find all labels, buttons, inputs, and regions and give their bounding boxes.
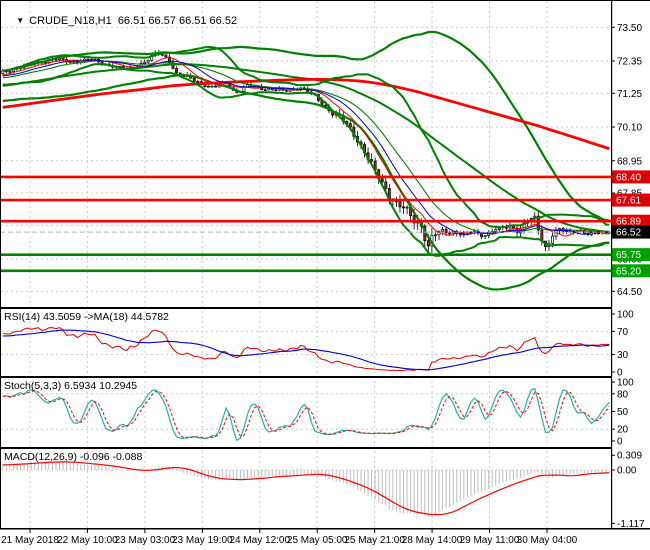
stochastic-d-line <box>2 390 610 439</box>
resistance-badge-label: 67.61 <box>616 196 641 207</box>
resistance-badge <box>612 193 650 207</box>
price-axis[interactable]: 73.5072.3571.2570.1068.9567.8566.7565.60… <box>611 23 645 530</box>
macd-histogram <box>2 461 610 517</box>
resistance-badge <box>612 170 650 184</box>
time-tick-label: 29 May 11:00 <box>460 535 520 546</box>
price-tick-label: 71.25 <box>617 89 642 100</box>
rsi-ma-line <box>2 329 610 371</box>
stoch-scale-label: 80 <box>617 389 629 400</box>
price-tick-label: 64.50 <box>617 287 642 298</box>
macd-scale-label: 0.00 <box>617 466 637 477</box>
rsi-line <box>2 327 610 372</box>
resistance-badge <box>612 214 650 228</box>
symbol-dropdown-icon[interactable]: ▼ <box>16 16 25 25</box>
bollinger-fast-upper-line <box>2 45 610 229</box>
price-tick-label: 73.50 <box>617 23 642 34</box>
support-badge <box>612 264 650 278</box>
macd-indicator-label: MACD(12,26,9) -0.096 -0.088 <box>4 451 143 463</box>
stoch-scale-label: 100 <box>617 378 634 389</box>
last-price-badge-label: 66.52 <box>616 228 641 239</box>
time-tick-label: 23 May 19:00 <box>172 535 233 546</box>
price-tick-label: 68.95 <box>617 156 642 167</box>
bollinger-slow-lower-line <box>2 74 610 291</box>
time-tick-label: 25 May 21:00 <box>344 535 405 546</box>
price-tick-label: 70.10 <box>617 123 642 134</box>
stoch-scale-label: 50 <box>617 407 629 418</box>
symbol-label: CRUDE_N18,H1 <box>29 15 112 27</box>
last-price-badge <box>612 225 650 239</box>
stochastic-k-line <box>2 387 610 442</box>
rsi-scale-label: 70 <box>617 327 629 338</box>
support-badge-label: 65.20 <box>616 266 641 277</box>
stoch-scale-label: 0 <box>617 437 623 448</box>
macd-signal-line <box>2 461 610 516</box>
support-badge-label: 65.75 <box>616 250 641 261</box>
time-tick-label: 22 May 10:00 <box>57 535 118 546</box>
bollinger-fast-lower-line <box>2 63 610 257</box>
price-tick-label: 72.35 <box>617 57 642 68</box>
bollinger-slow-upper-line <box>2 30 610 222</box>
resistance-badge-label: 66.89 <box>616 217 641 228</box>
stochastic-indicator-label: Stoch(5,3,3) 6.5934 10.2945 <box>4 380 138 392</box>
ma-medium-blue-line <box>2 59 610 236</box>
rsi-scale-label: 100 <box>617 310 634 321</box>
time-tick-label: 24 May 12:00 <box>229 535 290 546</box>
resistance-badge-label: 68.40 <box>616 172 641 183</box>
time-tick-label: 23 May 03:00 <box>115 535 176 546</box>
chart-title: ▼ CRUDE_N18,H1 66.51 66.57 66.51 66.52 <box>4 3 237 39</box>
time-tick-label: 25 May 05:00 <box>287 535 348 546</box>
stoch-scale-label: 20 <box>617 425 629 436</box>
macd-scale-label: 0.309 <box>617 451 642 462</box>
time-tick-label: 30 May 04:00 <box>517 535 578 546</box>
rsi-indicator-label: RSI(14) 43.5059 ->MA(18) 44.5782 <box>4 311 169 323</box>
pane-separators <box>0 0 650 530</box>
rsi-scale-label: 0 <box>617 368 623 379</box>
rsi-scale-label: 30 <box>617 350 629 361</box>
ma-thick-red-line <box>2 78 610 151</box>
time-tick-label: 21 May 2018 <box>1 535 59 546</box>
macd-scale-label: -1.117 <box>617 519 645 530</box>
time-tick-label: 28 May 14:00 <box>402 535 463 546</box>
support-badge <box>612 248 650 262</box>
ohlc-readout: 66.51 66.57 66.51 66.52 <box>117 15 238 27</box>
